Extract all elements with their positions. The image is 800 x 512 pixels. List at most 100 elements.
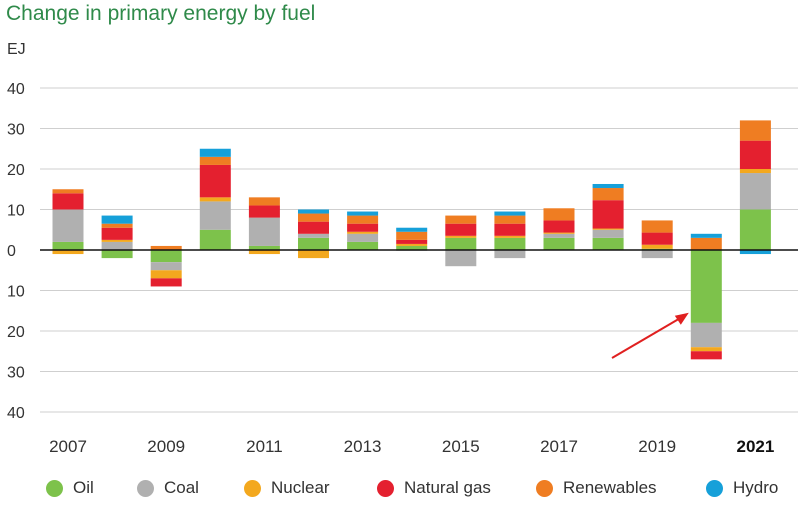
bar-segment-renewables-2009 — [150, 245, 182, 250]
bar-segment-renewables-2019 — [641, 220, 673, 233]
bar-segment-oil-2013 — [347, 241, 379, 250]
legend-item-renewables: Renewables — [536, 478, 657, 498]
bar-segment-hydro-2016 — [494, 211, 526, 216]
bar-segment-nuclear-2017 — [543, 232, 575, 234]
bar-segment-oil-2008 — [101, 250, 133, 259]
bar-segment-nuclear-2021 — [739, 169, 771, 174]
bar-segment-nuclear-2010 — [199, 197, 231, 202]
bar-segment-coal-2015 — [445, 250, 477, 267]
y-tick-label: 40 — [7, 81, 25, 98]
bar-segment-natural-gas-2011 — [248, 205, 280, 218]
bar-segment-nuclear-2019 — [641, 244, 673, 249]
legend-label: Hydro — [733, 478, 779, 497]
bar-segment-hydro-2014 — [396, 227, 428, 232]
bar-segment-coal-2018 — [592, 229, 624, 238]
bar-segment-coal-2008 — [101, 241, 133, 250]
legend-item-nuclear: Nuclear — [244, 478, 330, 498]
legend-swatch — [536, 479, 553, 497]
x-tick-label: 2011 — [246, 437, 283, 456]
bar-segment-hydro-2021 — [739, 250, 771, 255]
bar-segment-natural-gas-2019 — [641, 232, 673, 245]
bar-segment-natural-gas-2010 — [199, 164, 231, 198]
bar-segment-renewables-2011 — [248, 197, 280, 206]
legend-swatch — [46, 479, 63, 497]
bar-segment-nuclear-2013 — [347, 231, 379, 234]
bar-segment-hydro-2013 — [347, 211, 379, 216]
bar-segment-natural-gas-2021 — [739, 140, 771, 169]
bar-segment-nuclear-2014 — [396, 243, 428, 246]
legend-item-natural-gas: Natural gas — [377, 478, 491, 498]
bar-segment-natural-gas-2017 — [543, 220, 575, 233]
bar-segment-nuclear-2008 — [101, 239, 133, 242]
bar-segment-nuclear-2012 — [298, 250, 329, 259]
bar-segment-oil-2010 — [199, 229, 231, 250]
bar-segment-hydro-2018 — [592, 183, 624, 189]
annotation-arrow-line — [611, 316, 682, 359]
bar-segment-oil-2018 — [592, 237, 624, 250]
bar-segment-coal-2020 — [690, 322, 722, 348]
bar-segment-natural-gas-2007 — [52, 193, 84, 210]
stacked-bar-chart: 40 30 20 10 0 10 20 30 40 2007 2009 2011 2013 2015 201… — [7, 81, 798, 456]
annotation-arrow-head — [674, 312, 689, 325]
bar-segment-hydro-2020 — [690, 233, 722, 238]
bar-segment-natural-gas-2018 — [592, 200, 624, 229]
x-tick-label: 2015 — [442, 437, 480, 456]
bar-segment-renewables-2021 — [739, 120, 771, 141]
bar-segment-renewables-2008 — [101, 223, 133, 228]
bar-segment-natural-gas-2013 — [347, 223, 379, 232]
x-tick-label: 2007 — [49, 437, 87, 456]
bar-segment-natural-gas-2014 — [396, 239, 428, 244]
bar-segment-coal-2017 — [543, 233, 575, 238]
bar-segment-renewables-2014 — [396, 231, 428, 240]
bar-segment-renewables-2020 — [690, 237, 722, 250]
legend-label: Nuclear — [271, 478, 330, 497]
bar-segment-natural-gas-2012 — [298, 221, 329, 234]
legend-swatch — [244, 479, 261, 497]
legend-item-oil: Oil — [46, 478, 94, 498]
bar-segment-coal-2007 — [52, 209, 84, 242]
legend-swatch — [377, 479, 394, 497]
bar-segment-coal-2019 — [641, 250, 673, 259]
bar-segment-renewables-2007 — [52, 189, 84, 194]
y-tick-label: 0 — [7, 243, 16, 260]
bar-segment-coal-2016 — [494, 250, 526, 259]
y-tick-label: 20 — [7, 324, 25, 341]
legend-label: Renewables — [563, 478, 657, 497]
bar-segment-oil-2012 — [298, 237, 329, 250]
bar-segment-coal-2011 — [248, 217, 280, 246]
bar-segment-renewables-2018 — [592, 188, 624, 201]
x-tick-label: 2009 — [147, 437, 185, 456]
bar-segment-coal-2013 — [347, 233, 379, 242]
x-tick-label: 2017 — [540, 437, 578, 456]
bar-segment-renewables-2016 — [494, 215, 526, 224]
y-tick-label: 40 — [7, 405, 25, 422]
bar-segment-oil-2020 — [690, 250, 722, 323]
bar-segment-renewables-2010 — [199, 156, 231, 165]
bar-segment-oil-2014 — [396, 245, 428, 250]
x-tick-label: 2013 — [344, 437, 382, 456]
bar-segment-oil-2017 — [543, 237, 575, 250]
bar-segment-oil-2021 — [739, 209, 771, 250]
bar-segment-renewables-2017 — [543, 208, 575, 221]
bar-segment-coal-2021 — [739, 173, 771, 210]
legend-label: Oil — [73, 478, 94, 497]
bar-segment-nuclear-2016 — [494, 235, 526, 238]
legend-label: Coal — [164, 478, 199, 497]
bar-segment-hydro-2008 — [101, 215, 133, 224]
bar-segment-renewables-2015 — [445, 215, 477, 224]
bar-segment-coal-2012 — [298, 233, 329, 238]
bar-segment-nuclear-2009 — [150, 270, 182, 279]
bar-segment-hydro-2010 — [199, 148, 231, 157]
bar-segment-nuclear-2018 — [592, 228, 624, 230]
bar-segment-natural-gas-2020 — [690, 351, 722, 360]
bar-segment-coal-2010 — [199, 201, 231, 230]
bar-segment-oil-2015 — [445, 237, 477, 250]
x-tick-label: 2019 — [638, 437, 676, 456]
bar-segment-nuclear-2011 — [248, 250, 280, 255]
bar-segment-nuclear-2007 — [52, 250, 84, 255]
y-tick-label: 20 — [7, 162, 25, 179]
y-axis-label: EJ — [7, 41, 26, 58]
y-tick-label: 10 — [7, 203, 25, 220]
bar-segment-renewables-2012 — [298, 213, 329, 222]
bar-segment-oil-2016 — [494, 237, 526, 250]
